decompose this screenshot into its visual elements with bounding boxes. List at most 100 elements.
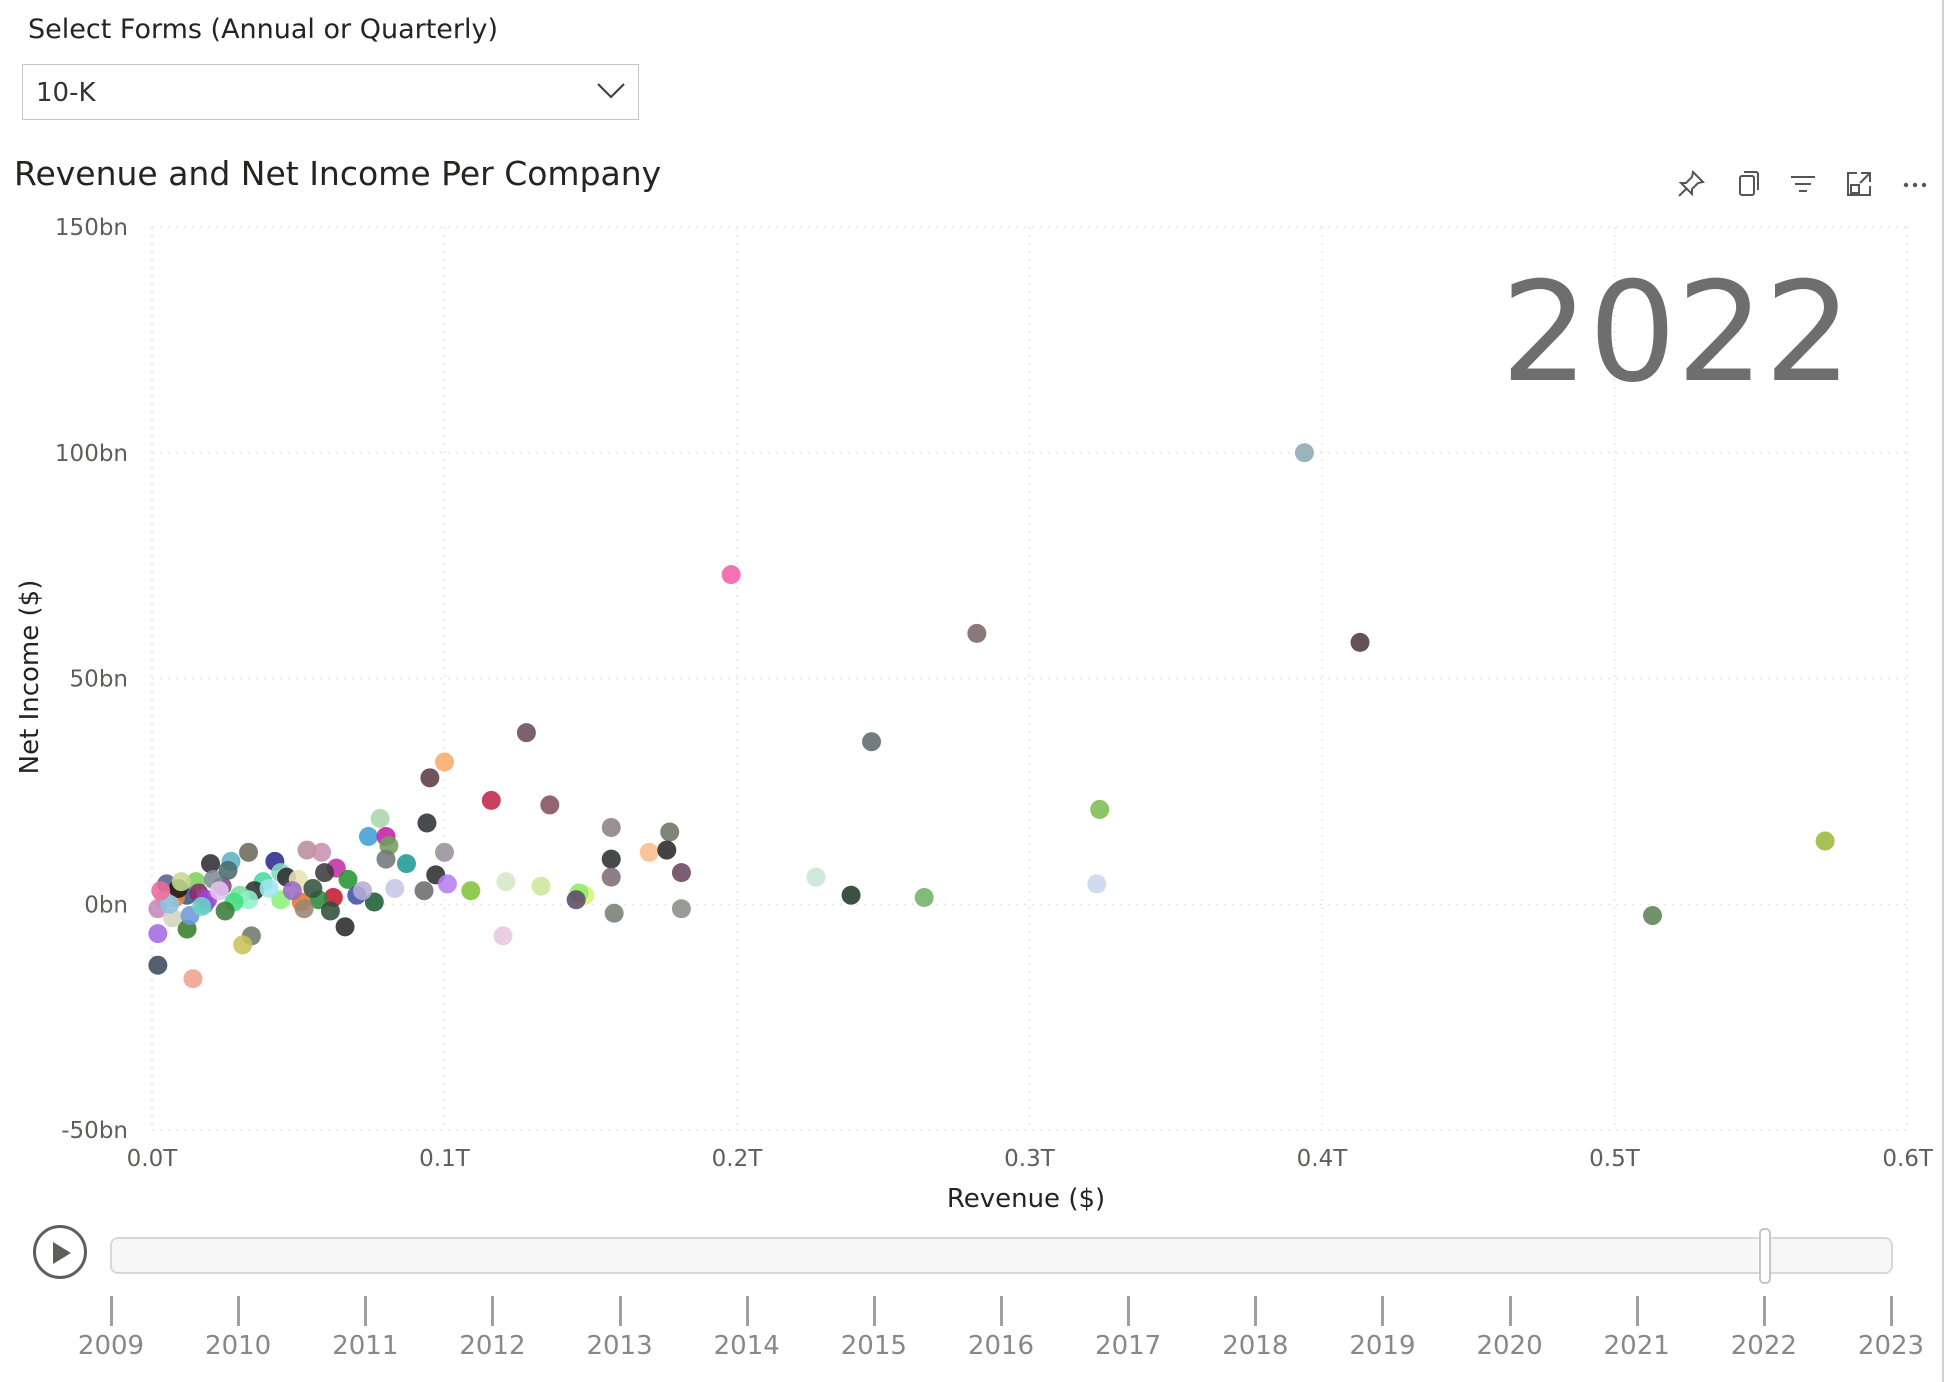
data-point[interactable] [862,732,882,752]
year-label[interactable]: 2016 [967,1331,1035,1361]
filter-icon[interactable] [1785,166,1821,202]
data-point[interactable] [315,863,335,883]
data-point[interactable] [414,881,434,901]
data-point[interactable] [148,955,168,975]
data-point[interactable] [364,892,384,912]
data-point[interactable] [601,867,621,887]
year-tick [872,1296,876,1326]
year-tick [1000,1296,1003,1326]
forms-dropdown[interactable]: 10-K [22,64,639,120]
data-point[interactable] [338,869,358,889]
year-label[interactable]: 2013 [586,1331,653,1361]
data-point[interactable] [312,842,332,862]
data-point[interactable] [566,890,586,910]
data-point[interactable] [239,890,259,910]
data-point[interactable] [294,899,314,919]
year-label[interactable]: 2011 [332,1331,399,1361]
data-point[interactable] [192,897,212,917]
data-point[interactable] [370,808,390,828]
data-point[interactable] [496,872,516,892]
data-point[interactable] [481,790,501,810]
data-point[interactable] [461,881,481,901]
data-point[interactable] [1350,632,1370,652]
data-point[interactable] [218,860,238,880]
data-point[interactable] [604,903,624,923]
data-point[interactable] [171,872,191,892]
data-point[interactable] [435,752,454,772]
data-point[interactable] [531,876,551,896]
year-label[interactable]: 2021 [1603,1331,1670,1361]
data-point[interactable] [671,899,691,919]
data-point[interactable] [303,878,323,898]
data-point[interactable] [516,723,536,743]
data-point[interactable] [183,969,203,989]
year-label[interactable]: 2015 [840,1331,907,1361]
data-point[interactable] [671,863,691,883]
y-axis-title: Net Income ($) [15,580,45,775]
focus-mode-icon[interactable] [1841,166,1877,202]
data-point[interactable] [493,926,513,946]
data-point[interactable] [148,924,168,944]
year-label[interactable]: 2020 [1476,1331,1543,1361]
data-point[interactable] [806,867,826,887]
x-tick-label: 0.6T [1882,1146,1934,1172]
year-label[interactable]: 2022 [1730,1331,1797,1361]
data-point[interactable] [841,885,861,905]
data-point[interactable] [353,881,373,901]
data-point[interactable] [660,822,680,842]
year-label[interactable]: 2019 [1349,1331,1416,1361]
x-tick-label: 0.1T [419,1146,471,1172]
year-label[interactable]: 2009 [77,1331,145,1361]
year-label[interactable]: 2010 [205,1331,272,1361]
data-point[interactable] [233,935,253,955]
copy-icon[interactable] [1729,166,1765,202]
more-options-icon[interactable] [1897,166,1933,202]
year-label[interactable]: 2012 [459,1331,526,1361]
data-point[interactable] [282,881,302,901]
y-tick-label: 150bn [55,215,128,241]
data-point[interactable] [396,854,416,874]
year-label[interactable]: 2023 [1857,1331,1925,1361]
year-tick [1890,1296,1893,1326]
data-point[interactable] [1090,799,1110,819]
year-label[interactable]: 2017 [1095,1331,1162,1361]
data-point[interactable] [1294,443,1314,463]
data-point[interactable] [335,917,355,937]
data-point[interactable] [215,901,235,921]
data-point[interactable] [160,894,180,914]
data-point[interactable] [151,881,171,901]
year-label[interactable]: 2014 [713,1331,780,1361]
data-point[interactable] [320,901,340,921]
data-point[interactable] [385,878,405,898]
data-point[interactable] [209,881,229,901]
data-point[interactable] [914,887,934,907]
data-point[interactable] [358,827,378,847]
data-point[interactable] [417,813,437,833]
data-point[interactable] [540,795,560,815]
pin-icon[interactable] [1673,166,1709,202]
x-tick-label: 0.0T [127,1146,179,1172]
data-point[interactable] [639,842,659,862]
play-button[interactable] [33,1225,87,1279]
year-tick [1762,1296,1766,1326]
data-point[interactable] [259,878,279,898]
data-point[interactable] [1815,831,1835,851]
data-point[interactable] [376,849,396,869]
data-point[interactable] [435,842,454,862]
data-point[interactable] [1643,906,1663,926]
data-point[interactable] [1087,874,1107,894]
data-point[interactable] [437,874,457,894]
data-point[interactable] [201,854,220,874]
data-point[interactable] [721,565,741,585]
data-point[interactable] [657,840,677,860]
data-point[interactable] [420,768,440,788]
data-point[interactable] [239,842,259,862]
data-point[interactable] [967,623,987,643]
year-label[interactable]: 2018 [1222,1331,1289,1361]
data-point[interactable] [297,840,317,860]
data-point[interactable] [601,849,621,869]
play-axis-slider[interactable] [110,1237,1893,1274]
year-tick [491,1296,495,1326]
data-point[interactable] [601,817,621,837]
play-axis-handle[interactable] [1758,1228,1771,1284]
